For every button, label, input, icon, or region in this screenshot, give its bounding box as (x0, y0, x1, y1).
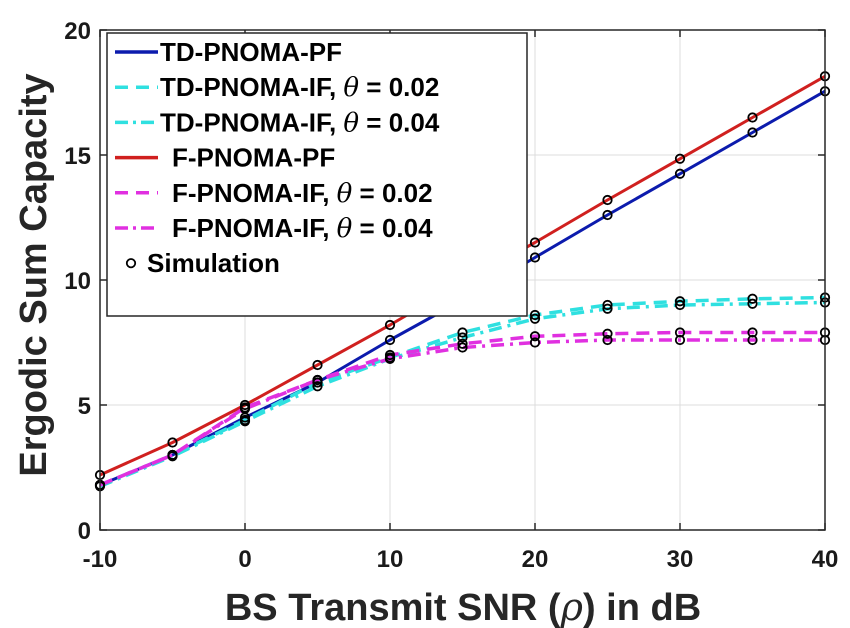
simulation-marker (747, 298, 758, 309)
series-line-2 (99, 295, 826, 487)
simulation-marker (529, 237, 541, 248)
x-tick-label: -10 (83, 546, 118, 573)
legend-label-part: F-PNOMA-IF, (172, 178, 337, 208)
simulation-marker (602, 209, 613, 221)
x-axis-title-symbol: ρ (560, 585, 584, 628)
simulation-marker (457, 327, 468, 338)
legend-label-part: = 0.02 (359, 72, 439, 102)
x-axis-title-prefix: BS Transmit SNR ( (225, 587, 561, 628)
simulation-marker (602, 328, 613, 339)
y-tick-label: 10 (64, 268, 91, 295)
simulation-marker (384, 349, 396, 361)
legend-label-simulation: Simulation (147, 248, 280, 278)
simulation-marker (384, 334, 396, 346)
simulation-marker (747, 334, 758, 346)
series-line-5 (99, 330, 825, 487)
simulation-marker (602, 194, 613, 206)
simulation-marker (457, 332, 468, 343)
legend-label-part: TD-PNOMA-PF (160, 37, 342, 67)
simulation-marker (239, 403, 251, 414)
legend-label-part: F-PNOMA-PF (172, 143, 335, 173)
y-tick-label: 15 (64, 143, 91, 170)
simulation-marker (674, 168, 686, 179)
legend-label-1: TD-PNOMA-PF (160, 37, 342, 67)
legend-label-3: TD-PNOMA-IF, θ = 0.04 (160, 107, 440, 138)
x-tick-label: 20 (522, 546, 549, 573)
y-tick-label: 0 (78, 518, 91, 545)
legend-label-part: θ (337, 214, 353, 244)
simulation-marker (457, 342, 468, 353)
legend-label-part: = 0.02 (352, 178, 432, 208)
simulation-marker (747, 293, 758, 304)
legend-label-2: TD-PNOMA-IF, θ = 0.02 (160, 72, 439, 103)
y-tick-label: 5 (78, 393, 91, 420)
legend-label-part: F-PNOMA-IF, (172, 213, 337, 243)
legend-label-part: θ (337, 179, 353, 209)
simulation-marker (602, 334, 613, 346)
y-axis-title: Ergodic Sum Capacity (13, 73, 55, 476)
x-tick-labels: -10 0 10 20 30 40 (83, 546, 839, 573)
simulation-marker (602, 303, 613, 314)
legend-label-4: F-PNOMA-PF (172, 143, 335, 173)
simulation-marker (674, 299, 686, 311)
series-line-3 (99, 300, 826, 488)
simulation-marker (674, 153, 686, 164)
simulation-marker (602, 299, 613, 311)
legend-label-part: = 0.04 (352, 213, 433, 243)
x-axis-title: BS Transmit SNR (ρ) in dB (225, 585, 701, 628)
legend-label-5: F-PNOMA-IF, θ = 0.02 (172, 178, 433, 209)
legend-label-part: TD-PNOMA-IF, (160, 72, 343, 102)
simulation-marker (384, 319, 396, 331)
simulation-marker (747, 112, 758, 123)
simulation-marker (674, 334, 686, 346)
x-tick-label: 10 (377, 546, 404, 573)
simulation-marker (674, 296, 686, 307)
simulation-marker (529, 252, 541, 263)
simulation-marker (384, 353, 396, 364)
x-axis-title-suffix: ) in dB (583, 587, 701, 628)
legend-label-part: = 0.04 (359, 107, 440, 137)
simulation-marker (457, 338, 468, 349)
simulation-marker (239, 416, 251, 427)
simulation-marker (167, 449, 178, 461)
x-tick-label: 0 (238, 546, 251, 573)
legend-box (106, 32, 528, 317)
legend-swatch-simulation (125, 258, 137, 269)
y-tick-label: 20 (64, 18, 91, 45)
legend-label-part: TD-PNOMA-IF, (160, 107, 343, 137)
legend-label-6: F-PNOMA-IF, θ = 0.04 (172, 213, 433, 244)
simulation-marker (529, 337, 541, 348)
simulation-marker (167, 437, 178, 448)
series-line-6 (99, 338, 825, 487)
simulation-marker (747, 127, 758, 138)
simulation-marker (529, 309, 541, 321)
x-tick-label: 30 (667, 546, 694, 573)
legend-label-part: θ (343, 73, 359, 103)
simulation-marker (312, 381, 323, 392)
simulation-marker (529, 313, 541, 324)
legend-label-part: θ (343, 108, 359, 138)
simulation-marker (312, 359, 323, 371)
x-tick-label: 40 (812, 546, 839, 573)
simulation-marker (529, 331, 541, 342)
y-tick-labels: 0 5 10 15 20 (64, 18, 91, 545)
simulation-marker (312, 374, 323, 386)
